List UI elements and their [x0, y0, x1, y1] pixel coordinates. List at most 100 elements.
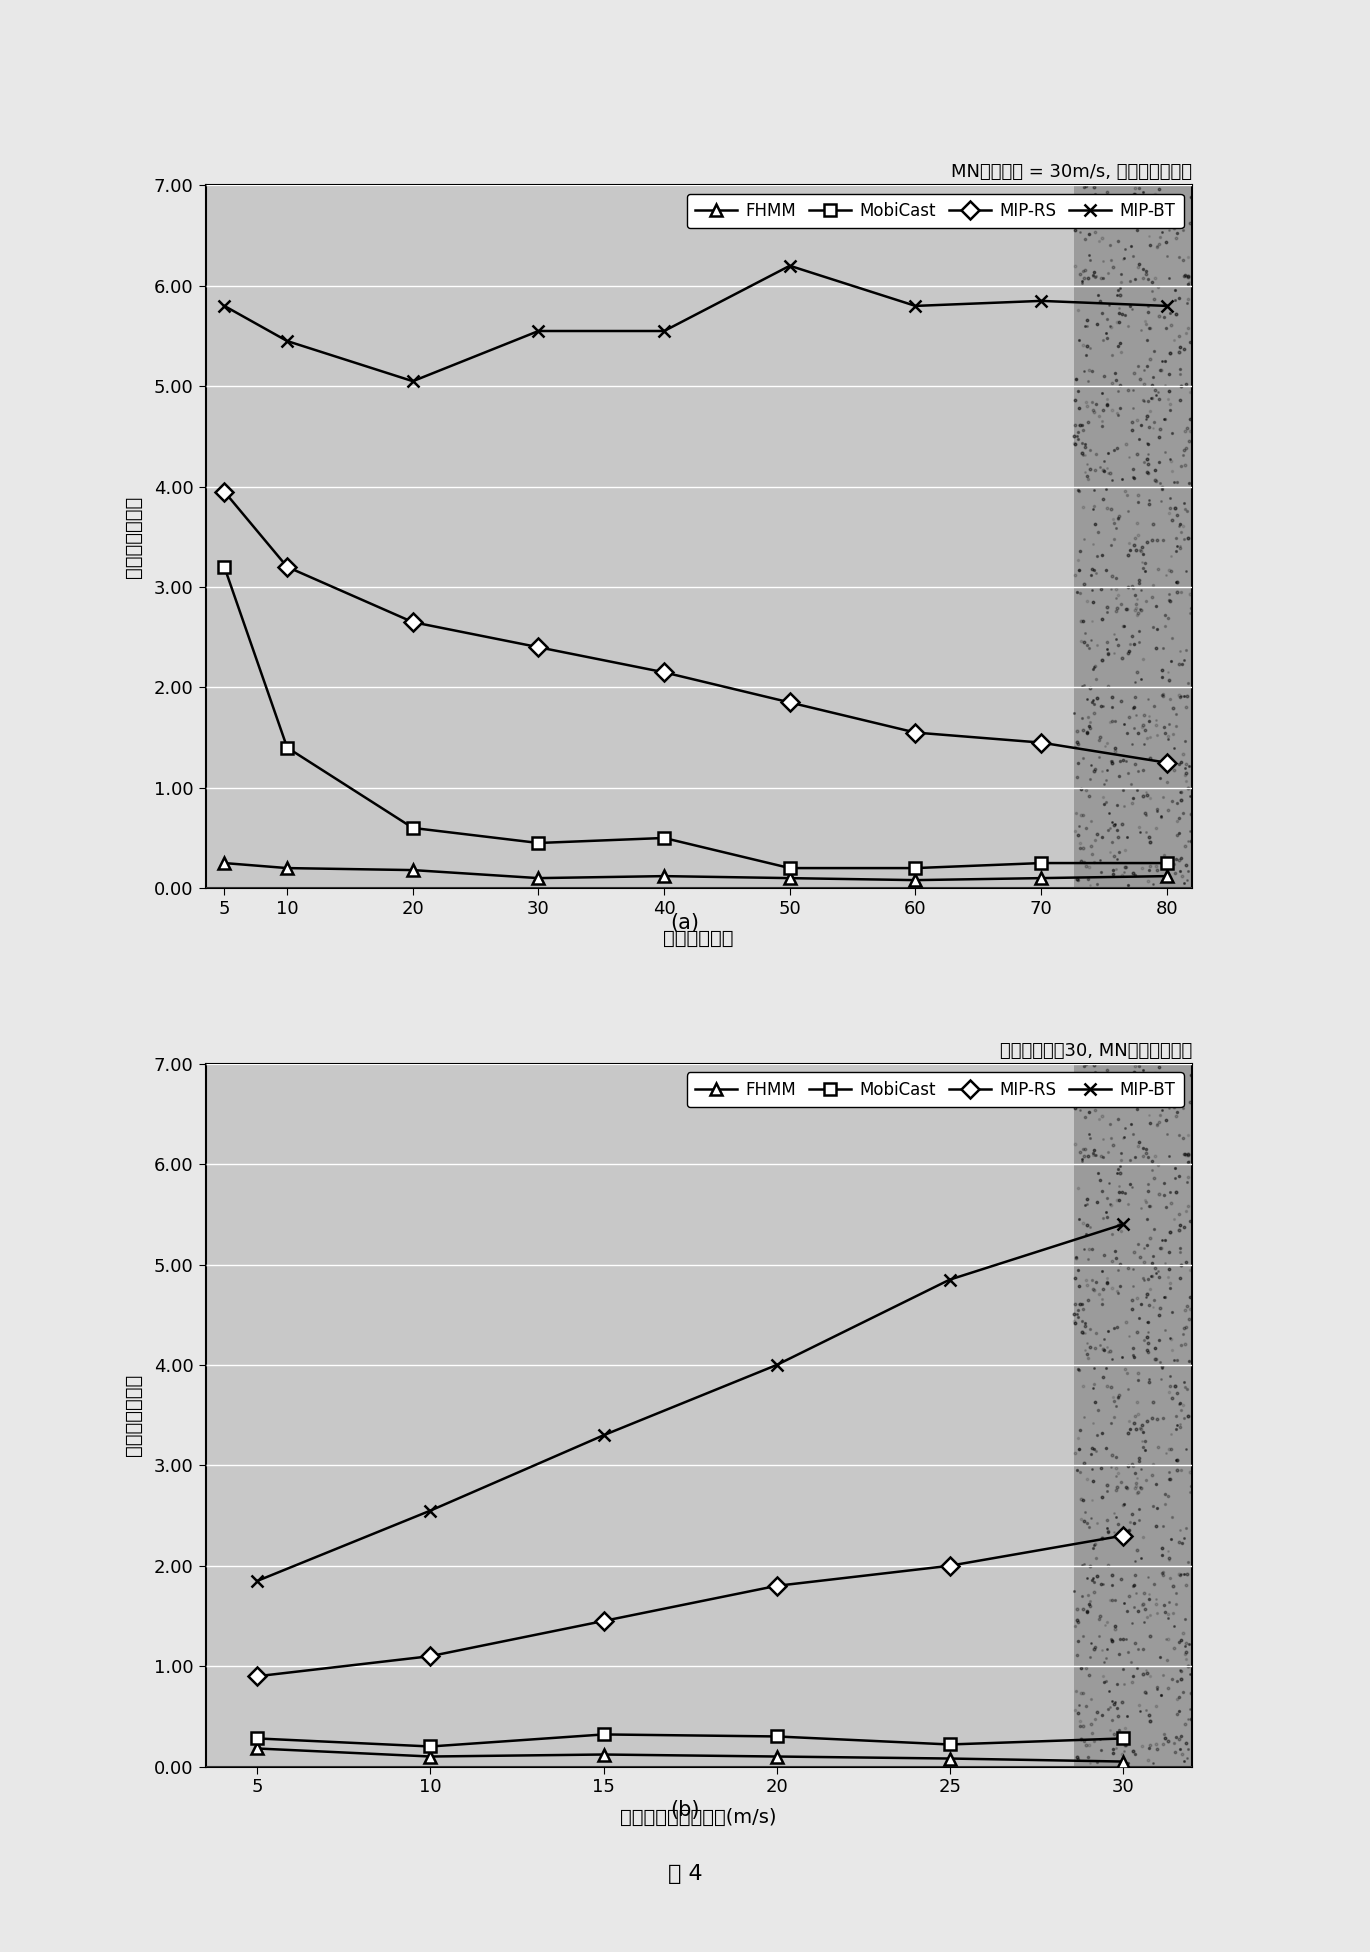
Point: [1089, 855, 1111, 886]
Point: [1085, 455, 1107, 486]
Point: [1152, 711, 1174, 742]
Point: [1066, 295, 1088, 326]
Point: [1125, 666, 1147, 697]
Point: [1160, 646, 1182, 677]
Point: [1137, 1306, 1159, 1337]
Point: [1174, 449, 1196, 480]
Point: [1173, 1523, 1195, 1554]
Point: [1111, 1622, 1133, 1653]
Point: [1091, 1074, 1112, 1105]
Point: [1145, 1583, 1167, 1614]
Point: [1101, 560, 1123, 591]
Point: [1096, 1505, 1118, 1536]
Point: [1106, 1275, 1128, 1306]
Point: [1078, 453, 1100, 484]
Point: [1133, 711, 1155, 742]
Point: [1160, 1187, 1182, 1218]
Point: [1128, 1364, 1149, 1396]
Point: [1144, 689, 1166, 720]
Point: [1075, 812, 1097, 843]
Point: [1138, 826, 1160, 857]
Point: [1091, 755, 1112, 787]
Point: [1085, 1333, 1107, 1364]
Point: [1160, 541, 1182, 572]
Point: [1129, 1472, 1151, 1503]
Point: [1096, 305, 1118, 336]
Point: [1104, 357, 1126, 388]
Point: [1063, 427, 1085, 459]
Point: [1125, 1544, 1147, 1575]
Point: [1122, 857, 1144, 888]
Point: [1163, 732, 1185, 763]
Point: [1092, 1142, 1114, 1173]
Point: [1169, 1409, 1191, 1441]
Point: [1152, 404, 1174, 435]
Point: [1108, 1171, 1130, 1202]
Point: [1103, 619, 1125, 650]
Point: [1170, 576, 1192, 607]
Point: [1152, 1167, 1174, 1199]
Point: [1069, 1271, 1091, 1302]
Point: [1136, 1230, 1158, 1261]
Point: [1107, 580, 1129, 611]
Point: [1155, 558, 1177, 590]
Point: [1086, 1419, 1108, 1450]
Point: [1145, 705, 1167, 736]
Point: [1104, 1687, 1126, 1718]
Point: [1077, 1074, 1099, 1105]
Point: [1080, 1122, 1101, 1154]
Point: [1171, 215, 1193, 246]
Point: [1118, 201, 1140, 232]
Point: [1138, 851, 1160, 882]
Point: [1143, 406, 1164, 437]
Point: [1101, 826, 1123, 857]
Point: [1156, 767, 1178, 798]
Point: [1177, 496, 1199, 527]
Point: [1073, 832, 1095, 863]
Point: [1171, 244, 1193, 275]
Point: [1177, 262, 1199, 293]
Point: [1130, 531, 1152, 562]
Point: [1101, 394, 1123, 426]
Point: [1126, 480, 1148, 511]
Point: [1143, 1161, 1164, 1193]
Point: [1140, 228, 1162, 260]
Point: [1118, 310, 1140, 342]
Point: [1129, 816, 1151, 847]
Point: [1145, 590, 1167, 621]
Point: [1141, 1261, 1163, 1292]
Point: [1174, 1402, 1196, 1433]
Point: [1066, 714, 1088, 746]
Point: [1151, 1224, 1173, 1255]
Point: [1170, 1663, 1192, 1694]
Point: [1122, 453, 1144, 484]
Point: [1100, 310, 1122, 342]
Point: [1129, 363, 1151, 394]
Point: [1108, 835, 1130, 867]
Point: [1132, 547, 1154, 578]
Point: [1125, 1626, 1147, 1657]
Point: [1066, 796, 1088, 828]
Point: [1169, 385, 1191, 416]
Point: [1166, 1378, 1188, 1409]
Point: [1163, 1202, 1185, 1234]
Point: [1081, 1503, 1103, 1534]
Point: [1130, 1193, 1152, 1224]
Point: [1108, 1185, 1130, 1216]
Point: [1100, 746, 1122, 777]
Point: [1128, 1595, 1149, 1626]
Point: [1126, 1653, 1148, 1685]
Point: [1180, 1294, 1201, 1325]
Point: [1138, 1661, 1160, 1692]
Point: [1145, 1491, 1167, 1523]
Point: [1104, 1614, 1126, 1646]
Point: [1108, 306, 1130, 338]
MIP-RS: [941, 1554, 958, 1577]
Point: [1099, 1714, 1121, 1745]
Point: [1071, 1146, 1093, 1177]
Point: [1155, 1314, 1177, 1345]
Point: [1158, 1464, 1180, 1495]
Point: [1096, 787, 1118, 818]
Point: [1148, 301, 1170, 332]
Point: [1104, 1441, 1126, 1472]
